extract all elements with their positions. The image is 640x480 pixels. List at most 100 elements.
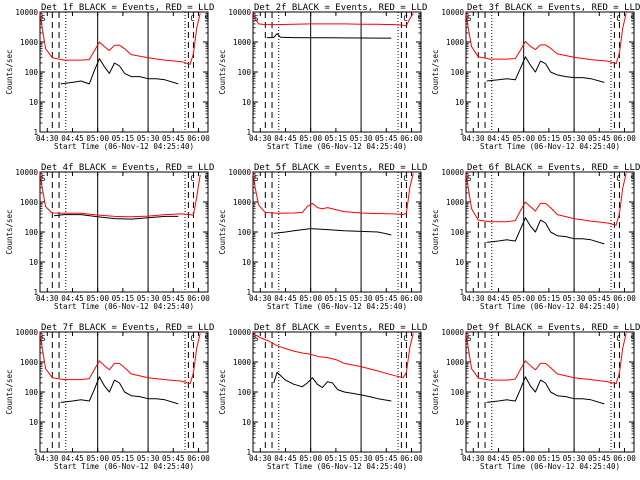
x-tick-label: 05:45 (162, 454, 185, 463)
corner-marker: S (254, 174, 259, 183)
y-tick-label: 10 (29, 98, 39, 107)
plot-frame (465, 331, 635, 453)
y-tick-label: 1 (246, 448, 251, 457)
y-tick-label: 10000 (441, 8, 464, 17)
x-tick-label: 04:45 (274, 294, 297, 303)
corner-marker: C (190, 174, 195, 183)
y-tick-label: 100 (24, 388, 38, 397)
y-tick-label: 100 (450, 228, 464, 237)
series-line-lld (39, 173, 201, 218)
y-tick-label: 1 (459, 128, 464, 137)
series-line-lld (465, 173, 627, 226)
x-tick-label: 05:30 (137, 454, 160, 463)
corner-marker: C (403, 174, 408, 183)
y-tick-label: 1 (459, 448, 464, 457)
x-tick-label: 04:30 (462, 294, 485, 303)
y-tick-label: 1000 (20, 198, 39, 207)
y-axis-label: Counts/sec (431, 369, 440, 414)
y-tick-label: 100 (237, 228, 251, 237)
x-tick-label: 05:30 (563, 294, 586, 303)
corner-marker: S (41, 174, 46, 183)
y-tick-label: 1000 (20, 358, 39, 367)
x-tick-label: 05:30 (350, 134, 373, 143)
chart-title: Det 9f BLACK = Events, RED = LLD (467, 323, 640, 333)
y-tick-label: 100 (450, 68, 464, 77)
chart-title: Det 5f BLACK = Events, RED = LLD (254, 163, 427, 173)
x-tick-label: 05:45 (375, 454, 398, 463)
y-tick-label: 10000 (441, 328, 464, 337)
x-axis-label: Start Time (06-Nov-12 04:25:40) (480, 302, 620, 311)
x-tick-label: 04:45 (61, 454, 84, 463)
x-tick-label: 05:30 (350, 454, 373, 463)
x-tick-label: 05:15 (112, 134, 135, 143)
x-tick-label: 06:00 (187, 134, 210, 143)
y-tick-label: 10000 (228, 8, 251, 17)
x-tick-label: 04:45 (487, 454, 510, 463)
x-tick-label: 05:00 (512, 454, 535, 463)
y-tick-label: 1000 (446, 358, 465, 367)
chart-title: Det 2f BLACK = Events, RED = LLD (254, 3, 427, 13)
chart-title: Det 3f BLACK = Events, RED = LLD (467, 3, 640, 13)
plot-frame (252, 11, 422, 133)
y-tick-label: 10 (29, 258, 39, 267)
y-tick-label: 10000 (15, 168, 38, 177)
y-tick-label: 1 (33, 128, 38, 137)
y-tick-label: 10000 (228, 328, 251, 337)
corner-marker: S (467, 14, 472, 23)
y-axis-label: Counts/sec (5, 369, 14, 414)
plot-frame (39, 331, 209, 453)
x-tick-label: 05:15 (112, 454, 135, 463)
y-tick-label: 10 (455, 418, 465, 427)
x-tick-label: 05:15 (112, 294, 135, 303)
x-tick-label: 05:45 (375, 134, 398, 143)
x-axis-label: Start Time (06-Nov-12 04:25:40) (267, 142, 407, 151)
y-tick-label: 1 (33, 448, 38, 457)
x-tick-label: 05:00 (299, 454, 322, 463)
x-tick-label: 06:00 (400, 454, 423, 463)
y-tick-label: 1000 (446, 198, 465, 207)
x-tick-label: 04:30 (249, 134, 272, 143)
corner-marker: S (254, 14, 259, 23)
x-tick-label: 04:45 (487, 134, 510, 143)
chart-title: Det 1f BLACK = Events, RED = LLD (41, 3, 214, 13)
series-line-lld (252, 173, 414, 216)
y-tick-label: 10000 (15, 328, 38, 337)
x-tick-label: 05:00 (86, 454, 109, 463)
y-tick-label: 1000 (20, 38, 39, 47)
x-tick-label: 04:45 (487, 294, 510, 303)
series-line-events (273, 228, 392, 236)
y-axis-label: Counts/sec (5, 49, 14, 94)
plot-frame (252, 331, 422, 453)
chart-title: Det 4f BLACK = Events, RED = LLD (41, 163, 214, 173)
x-tick-label: 04:30 (36, 134, 59, 143)
x-tick-label: 04:45 (274, 454, 297, 463)
x-tick-label: 05:15 (325, 294, 348, 303)
corner-marker: C (190, 334, 195, 343)
series-line-lld (39, 13, 201, 65)
y-tick-label: 1000 (446, 38, 465, 47)
y-tick-label: 10 (455, 98, 465, 107)
x-tick-label: 04:30 (249, 294, 272, 303)
plot-frame (39, 171, 209, 293)
x-tick-label: 05:00 (512, 134, 535, 143)
x-tick-label: 05:45 (588, 454, 611, 463)
corner-marker: S (41, 334, 46, 343)
x-tick-label: 05:30 (137, 134, 160, 143)
y-tick-label: 1 (246, 288, 251, 297)
y-axis-label: Counts/sec (431, 49, 440, 94)
corner-marker: C (403, 14, 408, 23)
y-axis-label: Counts/sec (218, 369, 227, 414)
x-tick-label: 05:15 (538, 134, 561, 143)
x-tick-label: 05:30 (350, 294, 373, 303)
x-tick-label: 05:30 (563, 454, 586, 463)
y-tick-label: 10 (242, 258, 252, 267)
corner-marker: S (467, 174, 472, 183)
y-axis-label: Counts/sec (218, 209, 227, 254)
y-tick-label: 1 (33, 288, 38, 297)
